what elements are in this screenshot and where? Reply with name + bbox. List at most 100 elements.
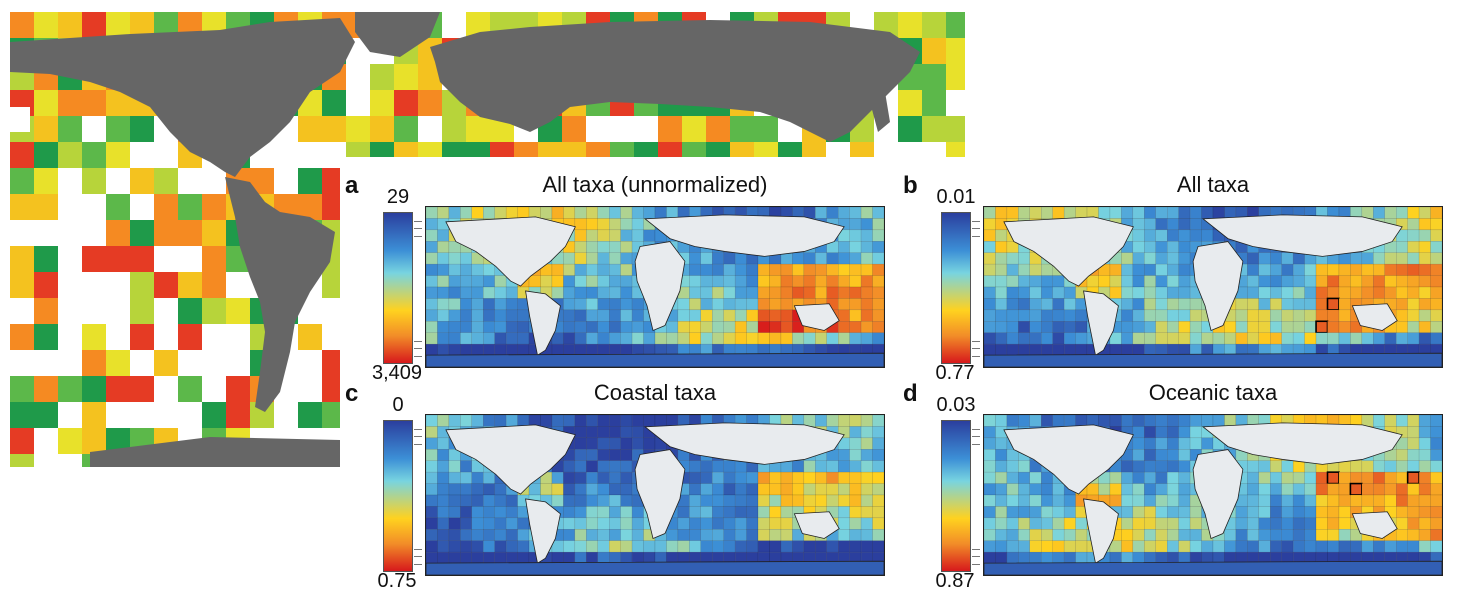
background-grid-cell [58,428,82,454]
grid-cell [1029,309,1042,322]
background-grid-cell [130,168,154,194]
background-grid-cell [34,168,58,194]
grid-cell [849,241,862,253]
grid-cell [574,494,587,507]
land-mass [793,511,840,539]
grid-cell [586,332,598,345]
grid-cell [757,309,770,322]
grid-cell [995,415,1008,427]
grid-cell [494,529,507,541]
grid-cell [1121,343,1134,356]
grid-cell [609,529,621,541]
grid-cell [984,286,996,299]
background-grid-cell [298,402,322,428]
grid-cell [448,460,461,473]
grid-cell [586,241,598,253]
grid-cell [872,286,884,299]
grid-cell [1407,540,1420,553]
grid-cell [700,483,713,496]
grid-cell [838,275,850,288]
grid-cell [803,540,816,553]
grid-cell [1006,506,1019,519]
background-grid-cell [34,12,58,38]
grid-cell [437,263,450,276]
grid-cell [483,517,495,530]
grid-cell [460,506,472,519]
grid-cell [984,506,996,519]
grid-cell [1144,471,1156,484]
background-grid-cell [898,116,922,142]
grid-cell [574,506,587,519]
grid-cell [1075,517,1088,530]
grid-cell [826,494,839,507]
grid-cell [426,321,438,333]
grid-cell [757,540,770,553]
grid-cell [1121,275,1134,288]
grid-cell [1167,426,1179,439]
panel-a: a All taxa (unnormalized) 29 3,409 [345,172,885,384]
grid-cell [1258,286,1271,299]
grid-cell [723,298,736,311]
grid-cell [1304,529,1317,541]
grid-cell [1018,207,1030,219]
grid-cell [1086,275,1099,288]
grid-cell [838,529,850,541]
grid-cell [1178,529,1191,541]
grid-cell [1315,298,1328,311]
grid-cell [815,540,827,553]
grid-cell [517,529,530,541]
background-grid-cell [370,116,394,142]
grid-cell [995,460,1008,473]
grid-cell [563,332,576,345]
grid-cell [1063,298,1076,311]
grid-cell [1098,415,1111,427]
grid-cell [426,286,438,299]
grid-cell [1178,460,1191,473]
land-mass [643,214,845,257]
grid-cell [1407,207,1420,219]
grid-cell [483,263,495,276]
grid-cell [448,517,461,530]
grid-cell [1132,229,1145,242]
grid-cell [1407,241,1420,253]
grid-cell [769,263,782,276]
grid-cell [563,529,576,541]
grid-cell [586,286,598,299]
grid-cell [746,540,759,553]
grid-cell [995,437,1008,450]
grid-cell [677,506,690,519]
grid-cell [1418,517,1431,530]
background-grid-cell [682,116,706,142]
grid-cell [734,471,747,484]
grid-cell [551,343,564,356]
grid-cell [1430,471,1442,484]
grid-cell [780,494,793,507]
grid-cell [1144,483,1156,496]
grid-cell [700,298,713,311]
grid-cell [734,460,747,473]
grid-cell [838,415,850,427]
grid-cell [609,506,621,519]
grid-cell [769,529,782,541]
grid-cell [723,321,736,333]
grid-cell [780,263,793,276]
grid-cell [1121,529,1134,541]
grid-cell [860,449,873,461]
grid-cell [471,551,484,564]
grid-cell [984,449,996,461]
grid-cell [1018,309,1030,322]
grid-cell [780,506,793,519]
grid-cell [689,506,701,519]
grid-cell [620,460,633,473]
grid-cell [1167,494,1179,507]
grid-cell [984,263,996,276]
grid-cell [1132,449,1145,461]
grid-cell [494,494,507,507]
grid-cell [1132,218,1145,231]
grid-cell [1247,460,1259,473]
grid-cell [1178,309,1191,322]
grid-cell [1155,426,1168,439]
grid-cell [757,321,770,333]
grid-cell [620,309,633,322]
land-mass [426,352,884,367]
